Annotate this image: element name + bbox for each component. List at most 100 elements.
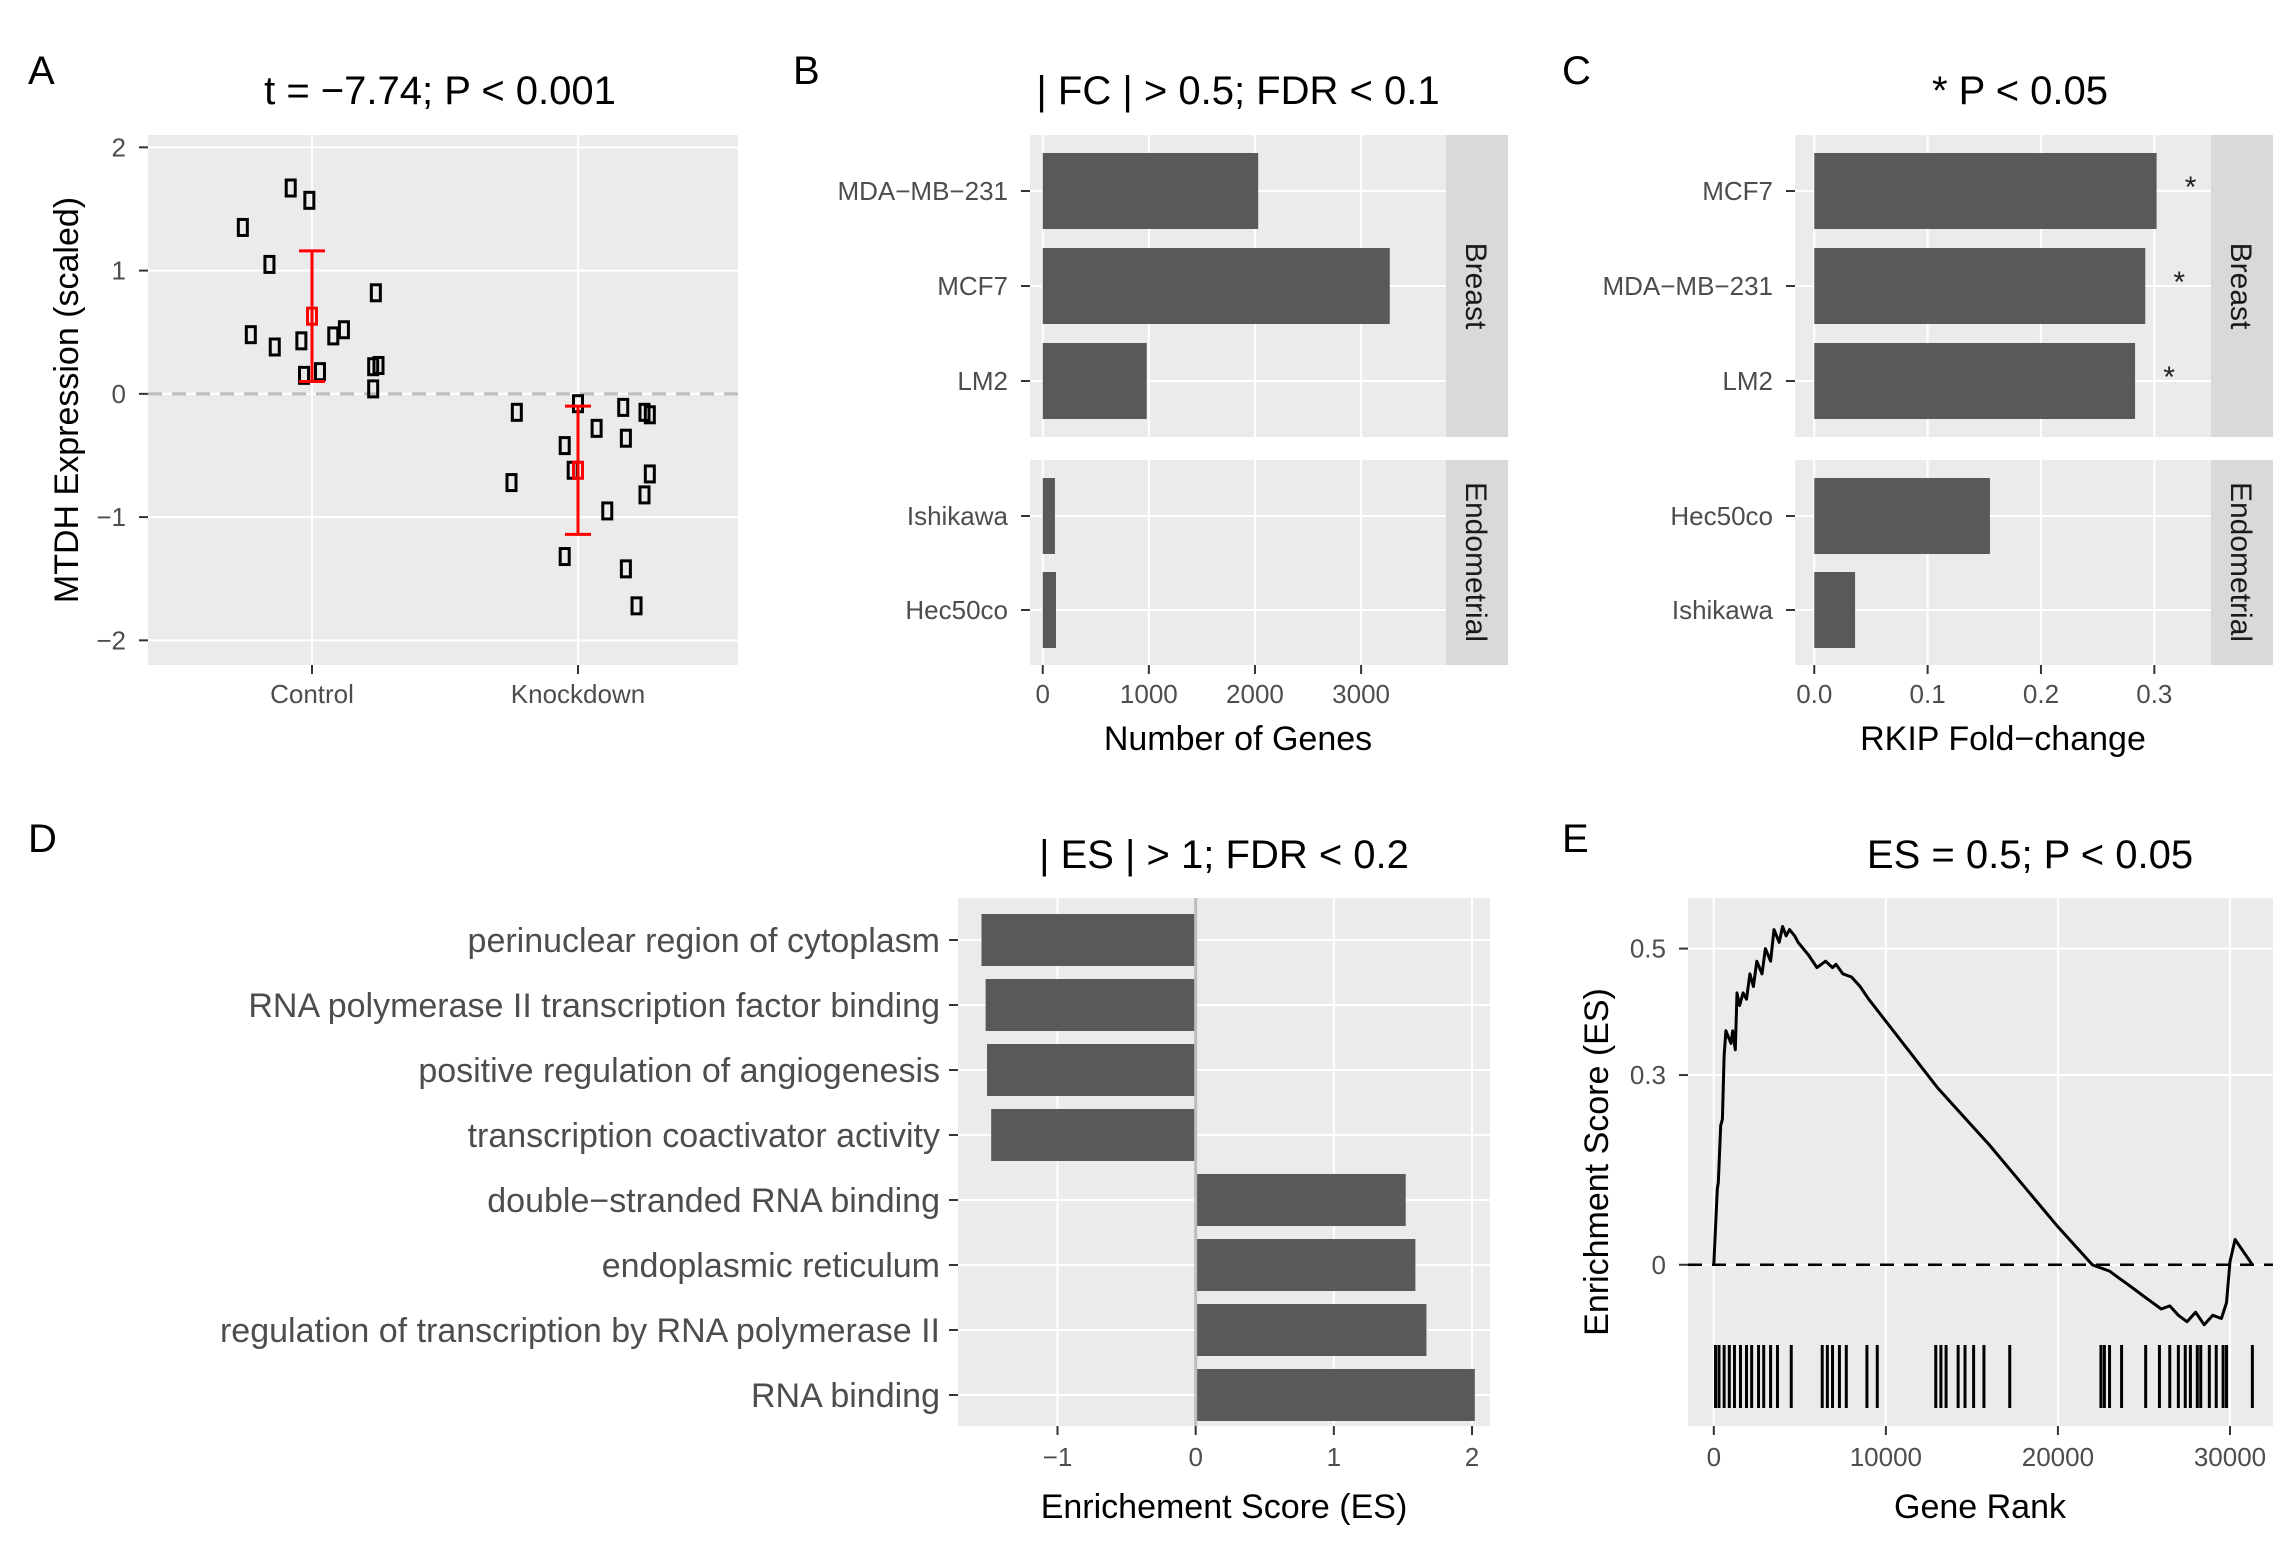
d-bar-rna-binding — [1195, 1369, 1475, 1421]
a-data-point — [617, 397, 630, 417]
panel-d-x-axis-label: Enrichement Score (ES) — [1041, 1488, 1408, 1526]
d-bar-rna-polymerase-ii-tf-binding — [985, 979, 1196, 1031]
panel-b-x-ticks: 0 1000 2000 3000 — [1036, 665, 1390, 709]
panel-e-hit-ticks — [1714, 1345, 2254, 1408]
c-ytick-label: LM2 — [1722, 366, 1773, 396]
c-bar-mcf7 — [1814, 153, 2157, 229]
b-ytick-label: MDA−MB−231 — [837, 176, 1008, 206]
a-xtick-label: Control — [270, 679, 354, 709]
panel-label-d: D — [28, 817, 57, 861]
panel-b-x-axis-label: Number of Genes — [1104, 720, 1372, 758]
panel-a-background — [148, 135, 738, 665]
c-ytick-label: MCF7 — [1702, 176, 1773, 206]
d-ytick-label: transcription coactivator activity — [468, 1117, 940, 1155]
e-ytick-label: 0 — [1652, 1250, 1666, 1280]
a-data-point — [303, 190, 316, 210]
panel-b-strip-endometrial-label: Endometrial — [1459, 482, 1492, 642]
panel-c-x-axis-label: RKIP Fold−change — [1860, 720, 2146, 758]
panel-label-e: E — [1562, 817, 1589, 861]
a-data-point — [510, 402, 523, 422]
b-xtick-label: 0 — [1036, 679, 1050, 709]
panel-b: B | FC | > 0.5; FDR < 0.1 MDA−MB−231 MCF… — [793, 49, 1508, 758]
a-data-point — [263, 254, 276, 274]
panel-label-c: C — [1562, 49, 1591, 93]
d-ytick-label: positive regulation of angiogenesis — [418, 1052, 940, 1090]
e-ytick-label: 0.3 — [1630, 1060, 1666, 1090]
d-ytick-label: perinuclear region of cytoplasm — [468, 922, 940, 960]
d-ytick-label: endoplasmic reticulum — [602, 1247, 940, 1285]
c-ytick-label: MDA−MB−231 — [1602, 271, 1773, 301]
a-data-point — [284, 178, 297, 198]
panel-a-points — [236, 178, 656, 616]
c-ytick-label: Ishikawa — [1672, 595, 1774, 625]
c-xtick-label: 0.0 — [1796, 679, 1832, 709]
d-ytick-label: double−stranded RNA binding — [487, 1182, 940, 1220]
panel-d: D | ES | > 1; FDR < 0.2 perinuclear regi… — [28, 817, 1490, 1526]
e-xtick-label: 0 — [1707, 1442, 1721, 1472]
panel-e-x-axis-label: Gene Rank — [1894, 1488, 2067, 1526]
panel-b-strip-breast-label: Breast — [1459, 243, 1492, 330]
a-data-point — [505, 473, 518, 493]
d-bar-transcription-coactivator-activity — [991, 1109, 1196, 1161]
a-mean-point — [572, 460, 584, 480]
d-bar-regulation-of-transcription-by-rna-pol-ii — [1195, 1304, 1427, 1356]
a-data-point — [619, 428, 632, 448]
panel-a-error-bars — [299, 249, 591, 536]
a-data-point — [643, 464, 656, 484]
c-xtick-label: 0.2 — [2023, 679, 2059, 709]
b-ytick-label: Ishikawa — [907, 501, 1009, 531]
d-xtick-label: 2 — [1465, 1442, 1479, 1472]
panel-c-strip-endometrial-label: Endometrial — [2224, 482, 2257, 642]
panel-e-title: ES = 0.5; P < 0.05 — [1867, 833, 2193, 877]
panel-b-strip-breast — [1446, 135, 1508, 437]
a-data-point — [313, 362, 326, 382]
panel-c: C * P < 0.05 * * * MCF7 MDA−MB−231 LM2 H… — [1562, 49, 2273, 758]
c-significance-star: * — [2163, 361, 2175, 394]
panel-c-strip-breast — [2211, 135, 2273, 437]
panel-b-strip-endometrial — [1446, 460, 1508, 665]
a-data-point — [244, 325, 257, 345]
b-xtick-label: 1000 — [1120, 679, 1178, 709]
panel-b-bars — [1042, 153, 1390, 648]
panel-label-b: B — [793, 49, 820, 93]
a-data-point — [372, 355, 385, 375]
panel-a-title: t = −7.74; P < 0.001 — [264, 69, 616, 113]
panel-c-strip-endometrial — [2211, 460, 2273, 665]
a-data-point — [630, 596, 643, 616]
panel-e-y-axis-label: Enrichment Score (ES) — [1578, 988, 1616, 1336]
b-bar-lm2 — [1042, 343, 1147, 419]
d-bar-endoplasmic-reticulum — [1195, 1239, 1416, 1291]
a-data-point — [643, 405, 656, 425]
panel-c-x-ticks: 0.0 0.1 0.2 0.3 — [1796, 665, 2172, 709]
a-data-point — [590, 418, 603, 438]
a-xtick-label: Knockdown — [511, 679, 645, 709]
e-xtick-label: 10000 — [1850, 1442, 1922, 1472]
b-bar-mcf7 — [1042, 248, 1390, 324]
d-bar-perinuclear-region-of-cytoplasm — [981, 914, 1196, 966]
b-xtick-label: 2000 — [1226, 679, 1284, 709]
a-data-point — [337, 320, 350, 340]
panel-c-bars — [1814, 153, 2157, 648]
a-data-point — [558, 547, 571, 567]
panel-e-background — [1688, 898, 2273, 1426]
c-xtick-label: 0.1 — [1910, 679, 1946, 709]
a-mean-point — [306, 306, 318, 326]
b-ytick-label: Hec50co — [905, 595, 1008, 625]
a-data-point — [268, 337, 281, 357]
a-data-point — [619, 559, 632, 579]
e-ytick-label: 0.5 — [1630, 934, 1666, 964]
panel-c-title: * P < 0.05 — [1932, 69, 2108, 113]
a-data-point — [236, 217, 249, 237]
d-bar-positive-regulation-of-angiogenesis — [987, 1044, 1196, 1096]
a-ytick-label: 2 — [112, 132, 126, 162]
a-ytick-label: −2 — [96, 625, 126, 655]
b-bar-mda-mb-231 — [1042, 153, 1259, 229]
panel-a-x-ticks: Control Knockdown — [270, 665, 645, 709]
c-bar-lm2 — [1814, 343, 2136, 419]
panel-e-y-ticks: 0 0.3 0.5 — [1630, 934, 1688, 1280]
c-significance-star: * — [2185, 171, 2197, 204]
panel-b-facet-endometrial-background — [1030, 460, 1446, 665]
panel-b-y-ticks: MDA−MB−231 MCF7 LM2 Ishikawa Hec50co — [837, 176, 1030, 625]
d-bar-double-stranded-rna-binding — [1195, 1174, 1406, 1226]
